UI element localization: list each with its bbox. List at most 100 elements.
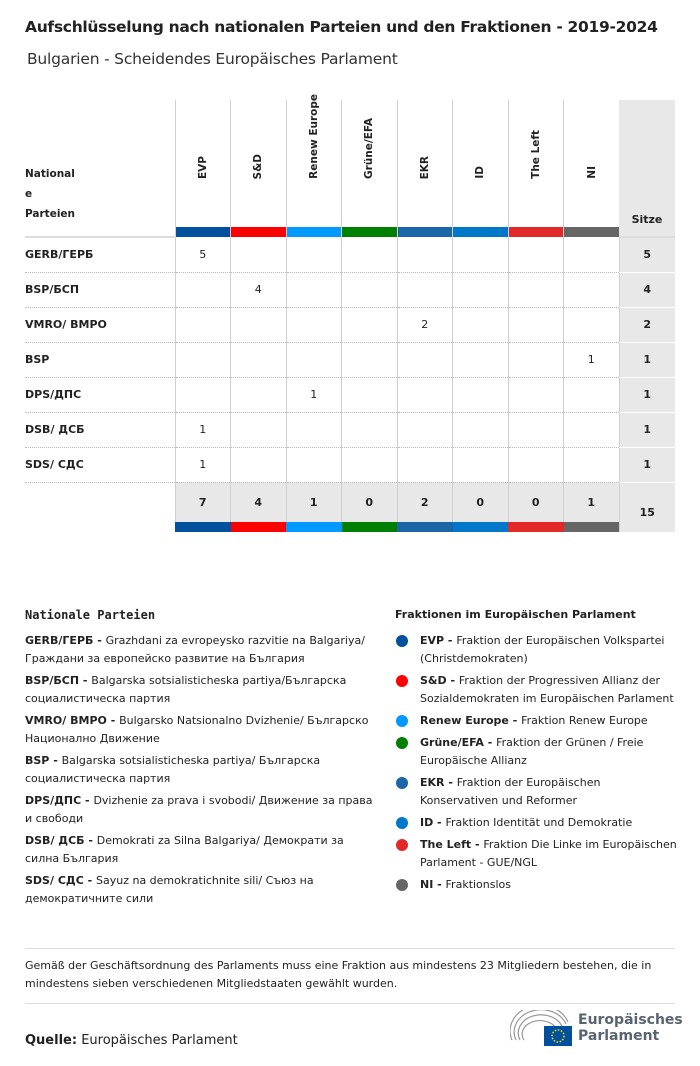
legend-text: Bulgarsko Natsionalno Dvizhenie/ Българс… [25,714,369,745]
footnote: Gemäß der Geschäftsordnung des Parlament… [25,948,675,1004]
party-column-header: National e Parteien [25,100,175,238]
legend-item: VMRO/ BMPO - Bulgarsko Natsionalno Dvizh… [25,712,375,748]
group-color-bar [452,522,508,532]
group-name: S&D [252,153,265,179]
legend-text: Fraktion der Europäischen Konservativen … [420,776,601,807]
seat-cell: 5 [174,237,231,273]
color-dot-icon [396,715,408,727]
seat-cell [563,307,619,343]
seat-cell [341,307,397,343]
group-name: The Left [529,130,542,179]
source-label: Quelle: [25,1033,78,1048]
group-total: 4 [230,482,286,522]
legend-title: Fraktionen im Europäischen Parlament [395,608,636,621]
legend-item: Grüne/EFA - Fraktion der Grünen / Freie … [395,734,680,770]
group-name: ID [474,166,487,179]
seat-cell [174,307,231,343]
national-parties-legend: Nationale Parteien GERB/ГЕРБ - Grazhdani… [25,606,375,912]
legend-text: Dvizhenie za prava i svobodi/ Движение з… [25,794,373,825]
row-total: 2 [618,307,675,343]
group-color-bar [508,522,564,532]
seat-cell [507,342,564,378]
seat-cell [341,412,397,448]
group-color-bar [286,522,342,532]
seat-cell [396,377,453,413]
party-name: GERB/ГЕРБ [25,237,175,273]
party-name: SDS/ СДС [25,447,175,483]
legend-abbr: Renew Europe - [420,714,522,727]
group-color-bar [342,227,397,237]
seat-cell [396,272,453,308]
row-total: 5 [618,237,675,273]
seat-cell [452,412,508,448]
seat-cell [341,377,397,413]
group-color-bar [175,227,230,237]
seat-cell [507,272,564,308]
seat-cell [285,237,342,273]
seat-cell [230,377,286,413]
group-color-bar [397,227,452,237]
legend-abbr: EKR - [420,776,457,789]
source: Quelle: Europäisches Parlament [25,1033,238,1048]
group-name: Grüne/EFA [363,118,376,179]
seat-cell [230,307,286,343]
color-dot-icon [396,737,408,749]
empty [25,482,175,522]
party-name: DSB/ ДСБ [25,412,175,448]
seat-cell [452,377,508,413]
row-total: 1 [618,447,675,483]
row-total: 1 [618,412,675,448]
legend-item: DSB/ ДСБ - Demokrati za Silna Balgariya/… [25,832,375,868]
seat-cell [563,412,619,448]
seat-cell [230,342,286,378]
row-total: 1 [618,342,675,378]
source-value: Europäisches Parlament [81,1033,238,1048]
seat-cell [341,237,397,273]
seat-cell: 4 [230,272,286,308]
seat-cell [507,307,564,343]
legend-abbr: NI - [420,878,446,891]
legend-abbr: BSP - [25,754,62,767]
seat-cell [174,377,231,413]
group-color-bar [508,227,563,237]
totals-row: 7 4 1 0 2 0 0 1 15 [25,482,675,532]
seat-cell [507,412,564,448]
seat-cell [563,237,619,273]
table-row: DSB/ ДСБ 1 1 [25,412,675,448]
header-line: National [25,168,75,180]
table-row: BSP/БСП 4 4 [25,272,675,308]
table-row: BSP 1 1 [25,342,675,378]
parliament-hemicycle-icon [510,1010,572,1046]
group-name: EVP [196,156,209,179]
header-line: e [25,188,33,200]
legend-abbr: S&D - [420,674,459,687]
legend-item: SDS/ СДС - Sayuz na demokratichnite sili… [25,872,375,908]
party-name: BSP [25,342,175,378]
group-color-bar [231,227,286,237]
seat-cell [285,447,342,483]
legend-text: Balgarska sotsialisticheska partiya/Бълг… [25,674,347,705]
group-header-the-left: The Left [507,100,564,237]
legend-item: S&D - Fraktion der Progressiven Allianz … [395,672,680,708]
legend-item: DPS/ДПС - Dvizhenie za prava i svobodi/ … [25,792,375,828]
legend-text: Balgarska sotsialisticheska partiya/ Бъл… [25,754,321,785]
color-dot-icon [396,675,408,687]
seat-cell [230,447,286,483]
legend-text: Sayuz na demokratichnite sili/ Съюз на д… [25,874,314,905]
legend-abbr: SDS/ СДС - [25,874,96,887]
legend-abbr: EVP - [420,634,457,647]
group-color-bar [341,522,397,532]
legend-text: Fraktion Renew Europe [521,714,648,727]
seat-cell [396,447,453,483]
group-name: NI [585,166,598,179]
legend-item: The Left - Fraktion Die Linke im Europäi… [395,836,680,872]
seat-cell [507,377,564,413]
group-header-ni: NI [563,100,619,237]
seats-table: National e Parteien EVP S&D Renew Europe Grün… [25,94,675,532]
header-line: Parteien [25,208,76,220]
seat-cell: 1 [285,377,342,413]
group-header-id: ID [452,100,508,237]
party-name: VMRO/ BMPO [25,307,175,343]
legend-text: Fraktion der Europäischen Volkspartei (C… [420,634,665,665]
party-name: DPS/ДПС [25,377,175,413]
